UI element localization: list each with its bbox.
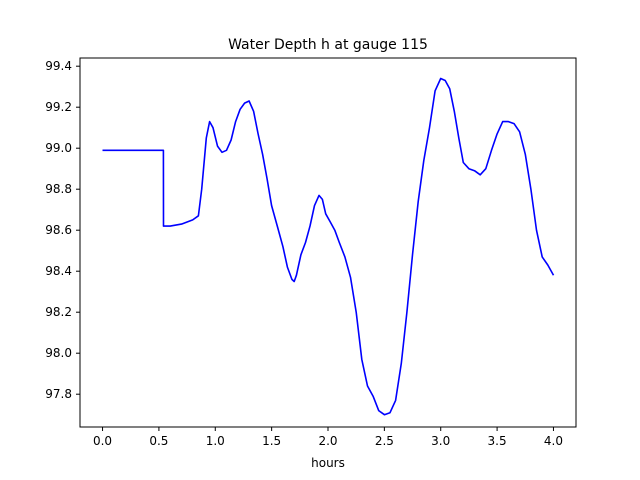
x-tick-label: 1.5 xyxy=(262,434,281,448)
x-tick-label: 4.0 xyxy=(544,434,563,448)
y-tick-label: 98.0 xyxy=(45,346,72,360)
x-axis-ticks: 0.0 0.5 1.0 1.5 2.0 2.5 3.0 3.5 4.0 xyxy=(93,427,563,448)
x-tick-label: 3.5 xyxy=(488,434,507,448)
y-tick-label: 97.8 xyxy=(45,387,72,401)
x-tick-label: 2.0 xyxy=(318,434,337,448)
y-tick-label: 99.4 xyxy=(45,59,72,73)
y-tick-label: 98.6 xyxy=(45,223,72,237)
y-tick-label: 99.0 xyxy=(45,141,72,155)
y-tick-label: 98.8 xyxy=(45,182,72,196)
x-tick-label: 0.0 xyxy=(93,434,112,448)
chart-title: Water Depth h at gauge 115 xyxy=(228,37,428,53)
x-tick-label: 3.0 xyxy=(431,434,450,448)
x-tick-label: 1.0 xyxy=(206,434,225,448)
y-tick-label: 98.2 xyxy=(45,305,72,319)
y-tick-label: 99.2 xyxy=(45,100,72,114)
x-tick-label: 0.5 xyxy=(149,434,168,448)
x-tick-label: 2.5 xyxy=(375,434,394,448)
y-tick-label: 98.4 xyxy=(45,264,72,278)
axes-frame xyxy=(79,57,577,428)
y-axis-ticks: 97.8 98.0 98.2 98.4 98.6 98.8 99.0 99.2 99.4 xyxy=(45,59,80,401)
x-axis-label: hours xyxy=(311,456,345,470)
series-line xyxy=(102,77,555,416)
